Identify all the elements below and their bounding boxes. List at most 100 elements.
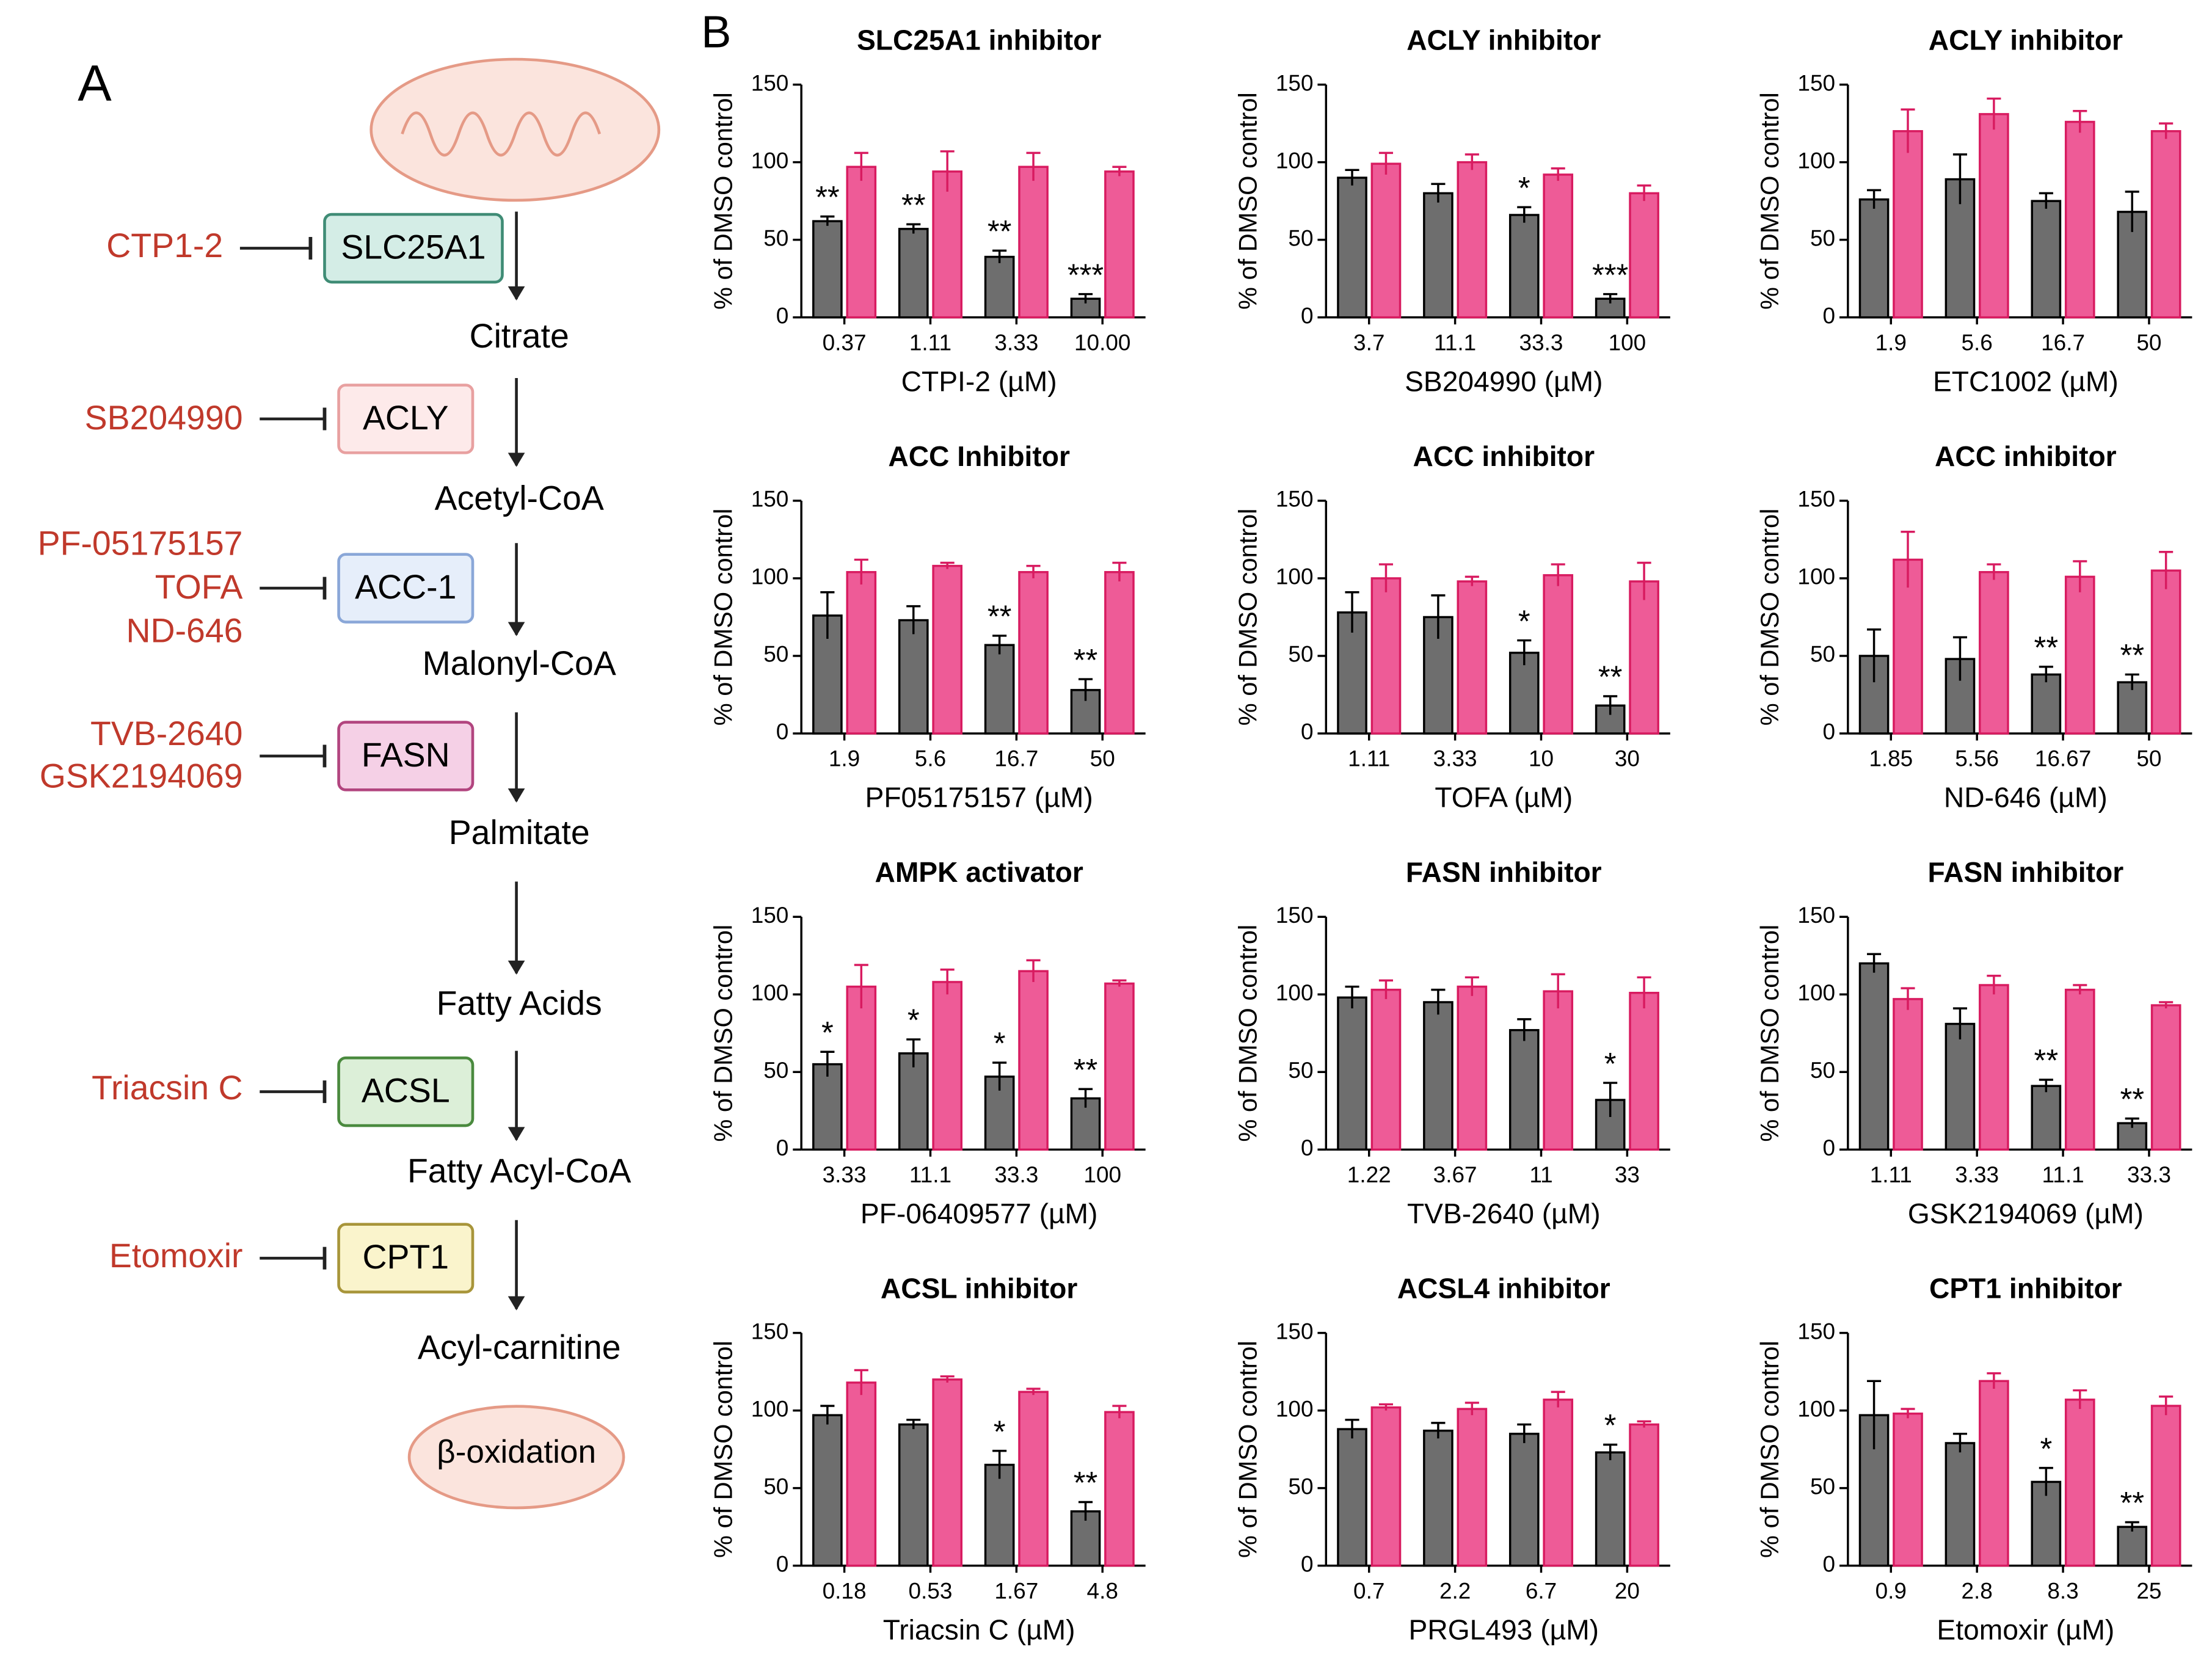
arrow-head: [508, 453, 525, 467]
error-bar: [1517, 1018, 1532, 1041]
significance: **: [815, 180, 840, 214]
x-axis-label: TVB-2640 (µM): [1407, 1198, 1601, 1229]
x-tick-label: 3.33: [1433, 746, 1477, 771]
chart-title: ACLY inhibitor: [1929, 24, 2123, 56]
bar: [932, 1378, 962, 1567]
x-tick-label: 30: [1615, 746, 1640, 771]
x-axis-label: PF05175157 (µM): [865, 782, 1093, 813]
error-bar: [1078, 678, 1093, 701]
significance: **: [2120, 638, 2144, 672]
y-tick-label: 0: [1301, 719, 1314, 744]
y-tick-label: 0: [776, 1135, 789, 1160]
end-label: β-oxidation: [437, 1434, 596, 1470]
bar: [2117, 1526, 2148, 1567]
significance: ***: [1068, 257, 1104, 292]
bar: [2064, 988, 2095, 1151]
error-bar: [906, 1419, 921, 1430]
error-bar: [1078, 293, 1093, 304]
error-bar: [854, 964, 868, 1009]
y-tick-label: 150: [1276, 903, 1314, 928]
x-axis-label: GSK2194069 (µM): [1908, 1198, 2144, 1229]
error-bar: [2159, 122, 2174, 139]
error-bar: [1026, 959, 1041, 982]
error-bar: [1867, 1380, 1882, 1450]
error-bar: [1603, 1443, 1618, 1460]
bar: [1423, 1429, 1453, 1567]
bar: [1508, 1432, 1540, 1567]
error-bar: [1078, 1088, 1093, 1108]
y-tick-label: 150: [751, 903, 789, 928]
bar: [1337, 996, 1367, 1151]
y-tick-label: 50: [763, 1058, 788, 1083]
y-tick-label: 0: [776, 303, 789, 328]
x-tick-label: 0.7: [1353, 1578, 1384, 1603]
bar: [2150, 1405, 2181, 1567]
bar: [1979, 571, 2009, 735]
significance: *: [1518, 603, 1530, 638]
x-tick-label: 2.2: [1439, 1578, 1471, 1603]
bar: [1370, 577, 1402, 735]
bar: [2150, 569, 2181, 735]
error-bar: [1431, 1422, 1446, 1439]
significance: *: [994, 1026, 1006, 1061]
bar: [1370, 988, 1402, 1151]
x-tick-label: 3.33: [994, 330, 1038, 355]
chart-title: ACC inhibitor: [1935, 440, 2117, 472]
bar: [846, 1381, 877, 1567]
y-axis-label: % of DMSO control: [1234, 92, 1262, 310]
error-bar: [1901, 987, 1915, 1010]
bar: [932, 981, 962, 1151]
bar: [898, 1052, 929, 1151]
chart-title: ACLY inhibitor: [1406, 24, 1601, 56]
error-bar: [2073, 560, 2087, 592]
bar: [932, 564, 962, 735]
error-bar: [2039, 666, 2053, 683]
enzyme-box: [337, 553, 475, 624]
x-tick-label: 16.7: [994, 746, 1038, 771]
enzyme-label: ACLY: [363, 399, 449, 437]
error-bar: [1345, 591, 1359, 633]
y-tick-label: 150: [751, 70, 789, 95]
x-tick-label: 11: [1529, 1162, 1552, 1187]
bar: [1104, 571, 1135, 735]
x-tick-label: 20: [1615, 1578, 1640, 1603]
x-tick-label: 1.11: [1348, 746, 1390, 771]
bar: [1337, 1428, 1367, 1567]
arrow-head: [508, 960, 525, 975]
significance: *: [1604, 1046, 1617, 1081]
x-axis-label: PF-06409577 (µM): [860, 1198, 1098, 1229]
error-bar: [992, 1061, 1007, 1091]
error-bar: [1603, 1082, 1618, 1117]
bar: [1945, 1442, 1976, 1567]
x-tick-label: 10.00: [1074, 330, 1130, 355]
significance: **: [2034, 1043, 2059, 1078]
error-bar: [906, 1038, 921, 1068]
y-axis-label: % of DMSO control: [1755, 509, 1784, 726]
bar: [1457, 985, 1488, 1151]
y-tick-label: 0: [1301, 1135, 1314, 1160]
bar: [1018, 166, 1049, 319]
x-axis-label: SB204990 (µM): [1405, 365, 1603, 397]
significance: **: [988, 214, 1012, 249]
error-bar: [1112, 979, 1127, 987]
bar: [846, 571, 877, 735]
y-tick-label: 150: [751, 487, 789, 512]
significance: *: [2040, 1431, 2052, 1466]
y-tick-label: 0: [1823, 1551, 1836, 1576]
y-axis-label: % of DMSO control: [1234, 1341, 1262, 1558]
y-tick-label: 0: [1823, 303, 1836, 328]
bar: [1018, 1391, 1049, 1567]
x-tick-label: 3.7: [1353, 330, 1384, 355]
x-tick-label: 8.3: [2047, 1578, 2078, 1603]
significance: *: [821, 1015, 834, 1050]
x-tick-label: 50: [2136, 746, 2161, 771]
error-bar: [1517, 1423, 1532, 1443]
x-tick-label: 16.67: [2035, 746, 2091, 771]
error-bar: [1637, 1420, 1651, 1428]
panel-label: B: [701, 6, 731, 57]
bar: [1457, 580, 1488, 735]
y-tick-label: 100: [1276, 1396, 1314, 1421]
enzyme-label: FASN: [362, 736, 450, 774]
x-tick-label: 33.3: [994, 1162, 1038, 1187]
error-bar: [820, 1050, 835, 1077]
